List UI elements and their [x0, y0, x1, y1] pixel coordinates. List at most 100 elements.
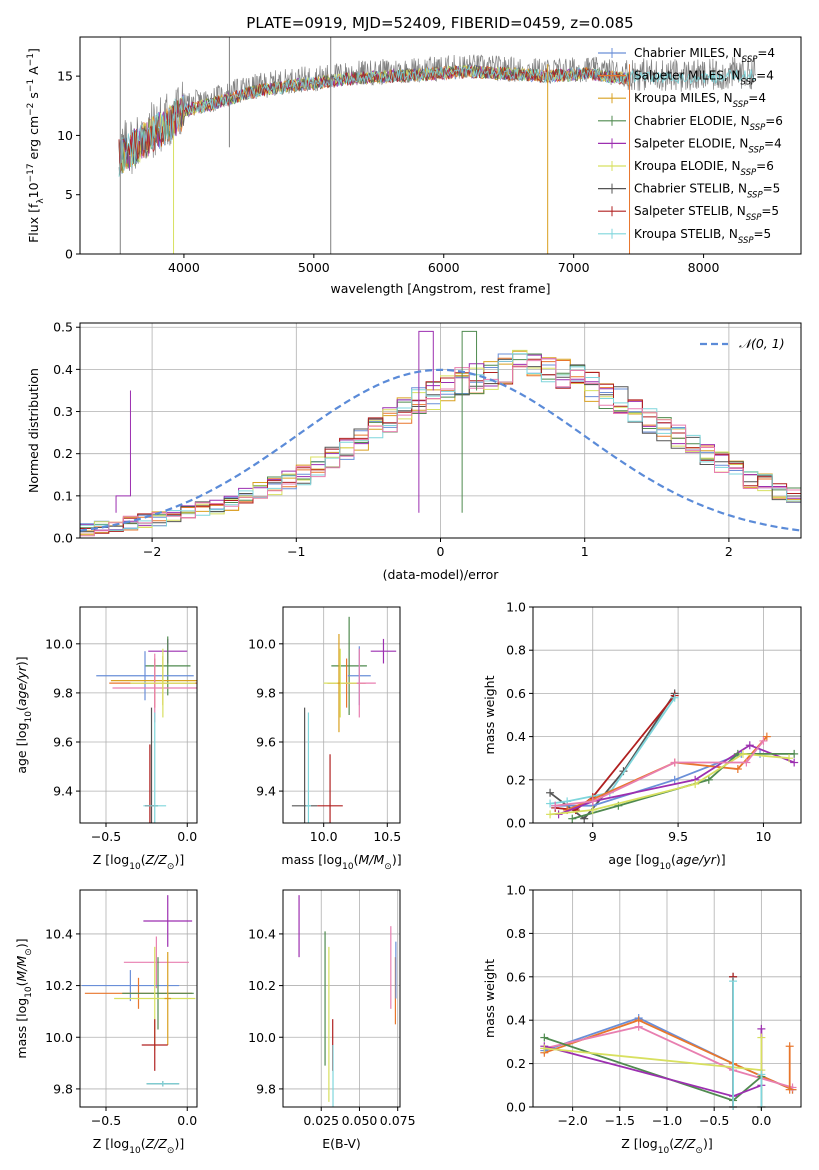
x-tick-label: 10.5: [373, 829, 401, 844]
y-tick-label: 0.1: [53, 488, 73, 503]
normal-curve: [80, 368, 801, 532]
panel-mass-vs-EBV: 0.025 0.050 0.075 9.8 10.0 10.2 10.4 E(B-V): [248, 889, 416, 1151]
y-tick-label: 9.8: [53, 1081, 73, 1096]
x-axis-label: (data-model)/error: [383, 567, 500, 582]
error-bar: [143, 895, 193, 947]
panel-mass-weight-vs-Z: −2.0 −1.5 −1.0 −0.5 0.0 0.0 0.2 0.4 0.6 0.8 1.0 Z […: [482, 883, 802, 1156]
error-bar: [317, 754, 343, 823]
spectrum-lines: [118, 37, 756, 254]
x-tick-label: 0.0: [751, 1113, 771, 1128]
error-bars: [81, 895, 196, 1087]
histogram-series: [80, 358, 801, 537]
model-spectrum: [118, 64, 630, 177]
y-tick-label: 10.4: [248, 926, 276, 941]
x-tick-label: 10: [755, 829, 771, 844]
y-tick-label: 9.6: [53, 735, 73, 750]
y-tick-label: 0.8: [506, 926, 526, 941]
x-tick-label: 10.0: [310, 829, 338, 844]
y-tick-label: 9.8: [256, 1081, 276, 1096]
model-spectrum-extension: [629, 69, 756, 85]
x-tick-label: −0.5: [91, 1113, 121, 1128]
series-line: [549, 697, 676, 805]
y-tick-label: 9.4: [53, 784, 73, 799]
y-tick-label: 0.0: [506, 1100, 526, 1115]
x-tick-label: 7000: [558, 260, 590, 275]
grid: [80, 607, 197, 823]
x-tick-label: 4000: [168, 260, 200, 275]
y-tick-label: 10.0: [45, 1030, 73, 1045]
legend-label: Kroupa MILES, NSSP=4: [634, 91, 766, 110]
y-axis-label: Normed distribution: [26, 368, 41, 493]
x-tick-label: −2: [143, 544, 161, 559]
figure-title: PLATE=0919, MJD=52409, FIBERID=0459, z=0…: [246, 14, 633, 32]
axes-frame: [79, 606, 198, 824]
error-bar: [146, 1081, 180, 1087]
axes-frame: [282, 606, 401, 824]
error-bar: [370, 638, 397, 664]
x-tick-label: −2.0: [557, 1113, 587, 1128]
y-tick-label: 0.2: [506, 1056, 526, 1071]
y-tick-label: 0.8: [506, 643, 526, 658]
y-axis-label: mass weight: [482, 675, 497, 754]
x-tick-label: 6000: [428, 260, 460, 275]
legend-label: Chabrier STELIB, NSSP=5: [634, 182, 780, 201]
y-tick-label: 0.4: [53, 362, 73, 377]
series-line: [555, 695, 676, 811]
error-bar: [123, 936, 189, 989]
legend-label: Salpeter ELODIE, NSSP=4: [634, 136, 782, 155]
series-line: [544, 1045, 762, 1098]
x-tick-label: −0.5: [91, 829, 121, 844]
histogram-series: [80, 358, 801, 534]
axes-frame: [79, 889, 198, 1108]
histogram-peak: [115, 390, 131, 513]
legend-label: 𝒩(0, 1): [739, 336, 785, 351]
x-tick-label: −1: [287, 544, 305, 559]
x-tick-label: −1.5: [605, 1113, 635, 1128]
y-tick-label: 0.0: [506, 816, 526, 831]
grid: [283, 607, 400, 823]
series-line: [555, 740, 765, 807]
y-tick-label: 10: [57, 128, 73, 143]
error-bar: [291, 707, 318, 823]
y-tick-label: 0: [65, 247, 73, 262]
y-tick-label: 0.6: [506, 969, 526, 984]
x-tick-label: 9.5: [668, 829, 688, 844]
series-lines: [540, 972, 797, 1110]
legend-label: Chabrier ELODIE, NSSP=6: [634, 114, 783, 133]
y-tick-label: 9.6: [256, 735, 276, 750]
y-axis-label: Flux [fλ10−17 erg cm−2 s−1 A−1]: [26, 48, 46, 243]
y-tick-label: 9.8: [256, 685, 276, 700]
x-tick-label: 0.075: [380, 1113, 416, 1128]
panel-mass-weight-vs-age: 9 9.5 10 0.0 0.2 0.4 0.6 0.8 1.0 age [log10(age/y…: [482, 600, 802, 872]
y-tick-label: 10.0: [45, 636, 73, 651]
panel-mass-vs-Z: −0.5 0.0 9.8 10.0 10.2 10.4 Z [log10(Z/Z⊙)] mas…: [14, 889, 198, 1156]
axes-frame: [282, 889, 401, 1108]
legend: Chabrier MILES, NSSP=4 Salpeter MILES, NS…: [598, 46, 783, 246]
y-tick-label: 10.0: [248, 1030, 276, 1045]
x-tick-label: 2: [725, 544, 733, 559]
histogram-peak: [461, 330, 478, 513]
error-bar: [143, 712, 167, 823]
y-tick-label: 1.0: [506, 883, 526, 898]
y-tick-label: 0.2: [506, 772, 526, 787]
error-bar: [145, 636, 191, 696]
x-axis-label: age [log10(age/yr)]: [608, 852, 725, 872]
error-bars: [298, 895, 397, 1107]
y-tick-label: 10.4: [45, 926, 73, 941]
error-bar: [81, 970, 180, 1002]
y-axis-label: mass [log10(M/M⊙)]: [14, 938, 34, 1058]
y-tick-label: 10.2: [248, 978, 276, 993]
y-tick-label: 10.0: [248, 636, 276, 651]
x-tick-label: −0.5: [699, 1113, 729, 1128]
y-tick-label: 9.8: [53, 685, 73, 700]
y-tick-label: 1.0: [506, 600, 526, 615]
y-tick-label: 10.2: [45, 978, 73, 993]
y-tick-label: 5: [65, 187, 73, 202]
observed-spectrum: [118, 54, 756, 177]
x-axis-label: Z [log10(Z/Z⊙)]: [93, 852, 184, 872]
x-tick-label: 1: [581, 544, 589, 559]
legend-label: Salpeter MILES, NSSP=4: [634, 69, 774, 88]
legend: 𝒩(0, 1): [700, 336, 785, 351]
y-tick-label: 0.5: [53, 320, 73, 335]
